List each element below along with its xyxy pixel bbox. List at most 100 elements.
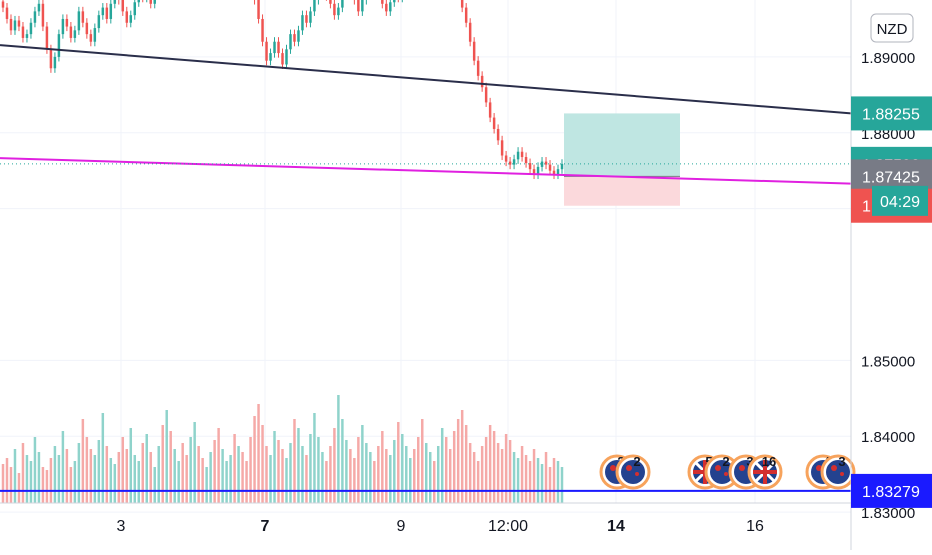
candle-body xyxy=(516,151,520,160)
candle-body xyxy=(5,7,9,19)
candle-body xyxy=(73,30,77,38)
candle-body xyxy=(285,49,288,65)
candle-body xyxy=(293,34,296,42)
time-tick-label: 16 xyxy=(746,518,764,535)
trendline xyxy=(0,157,852,185)
volume-bar xyxy=(329,446,332,503)
candle-body xyxy=(393,0,396,3)
volume-bar xyxy=(65,449,69,503)
volume-bar xyxy=(325,461,328,503)
candle-body xyxy=(504,155,508,162)
candle-body xyxy=(524,157,528,164)
candle-body xyxy=(277,41,280,54)
volume-bar xyxy=(488,425,492,503)
volume-bar xyxy=(436,446,440,503)
candle-body xyxy=(389,2,392,12)
volume-bar xyxy=(137,461,140,503)
volume-bar xyxy=(5,458,9,503)
volume-bar xyxy=(153,467,156,503)
long-position-tool[interactable] xyxy=(564,113,680,206)
candle-body xyxy=(109,3,113,19)
volume-bar xyxy=(129,428,133,503)
candle-body xyxy=(536,166,540,175)
volume-bar xyxy=(285,458,288,503)
volume-bar xyxy=(193,422,196,503)
volume-bar xyxy=(377,446,380,503)
currency-badge-label: NZD xyxy=(877,21,908,38)
candle-body xyxy=(137,0,140,3)
candle-body xyxy=(77,11,81,31)
volume-bar xyxy=(432,461,436,503)
volume-bar xyxy=(133,455,137,503)
event-count: 2 xyxy=(722,454,729,469)
candle-body xyxy=(488,102,492,118)
volume-bar xyxy=(321,452,324,503)
volume-bar xyxy=(476,461,480,503)
time-axis[interactable]: 3 7 9 12:00 14 16 xyxy=(117,518,764,535)
time-tick-label: 12:00 xyxy=(488,518,528,535)
volume-bar xyxy=(484,437,488,503)
candle-body xyxy=(508,161,512,165)
price-tick-label: 1.84000 xyxy=(861,429,915,446)
volume-bar xyxy=(440,428,444,503)
nz-flag-mark xyxy=(635,472,639,476)
nz-flag-mark xyxy=(724,472,728,476)
time-tick-label: 3 xyxy=(117,518,126,535)
volume-bar xyxy=(261,425,264,503)
nz-flag-mark xyxy=(626,465,632,471)
volume-bar xyxy=(237,446,240,503)
candle-body xyxy=(309,11,312,23)
candle-body xyxy=(69,26,73,38)
candle-body xyxy=(528,163,532,170)
event-count: 16 xyxy=(762,454,776,469)
volume-bar xyxy=(25,455,29,503)
volume-bar xyxy=(512,452,516,503)
volume-bar xyxy=(444,437,448,503)
volume-bar xyxy=(241,452,244,503)
volume-bar xyxy=(185,455,188,503)
countdown-label: 04:29 xyxy=(880,194,920,211)
volume-bar xyxy=(365,443,368,503)
candle-body xyxy=(548,164,552,171)
time-tick-label: 9 xyxy=(397,518,406,535)
candle-body xyxy=(61,18,65,35)
volume-bar xyxy=(205,467,208,503)
candle-body xyxy=(500,140,504,156)
volume-bar xyxy=(532,449,536,503)
volume-bar xyxy=(305,455,308,503)
volume-bar xyxy=(9,467,13,503)
volume-bar xyxy=(468,443,472,503)
candle-body xyxy=(329,0,332,4)
volume-bar xyxy=(389,455,392,503)
volume-bar xyxy=(189,437,192,503)
volume-bar xyxy=(145,434,148,503)
volume-bar xyxy=(289,443,292,503)
candle-body xyxy=(57,34,61,57)
drawing-lines[interactable] xyxy=(0,44,852,492)
profit-zone xyxy=(564,113,680,177)
volume-bar xyxy=(500,449,504,503)
volume-bar xyxy=(405,446,408,503)
volume-bar xyxy=(560,467,564,503)
candle-body xyxy=(265,41,268,61)
candle-body xyxy=(540,161,544,167)
candle-body xyxy=(273,41,276,54)
candle-body xyxy=(101,7,105,16)
candle-body xyxy=(121,0,125,12)
volume-bar xyxy=(552,458,556,503)
volume-bar xyxy=(249,437,252,503)
volume-bar xyxy=(93,455,97,503)
candle-body xyxy=(476,60,480,76)
candle-body xyxy=(41,3,45,27)
volume-bar xyxy=(520,446,524,503)
currency-badge[interactable]: NZD xyxy=(870,13,914,43)
candle-body xyxy=(53,56,57,69)
volume-bar xyxy=(53,446,57,503)
currency-badge-frame xyxy=(870,13,914,43)
economic-events[interactable]: 225231643 xyxy=(599,454,856,490)
volume-bar xyxy=(456,419,460,503)
volume-bar xyxy=(333,428,336,503)
